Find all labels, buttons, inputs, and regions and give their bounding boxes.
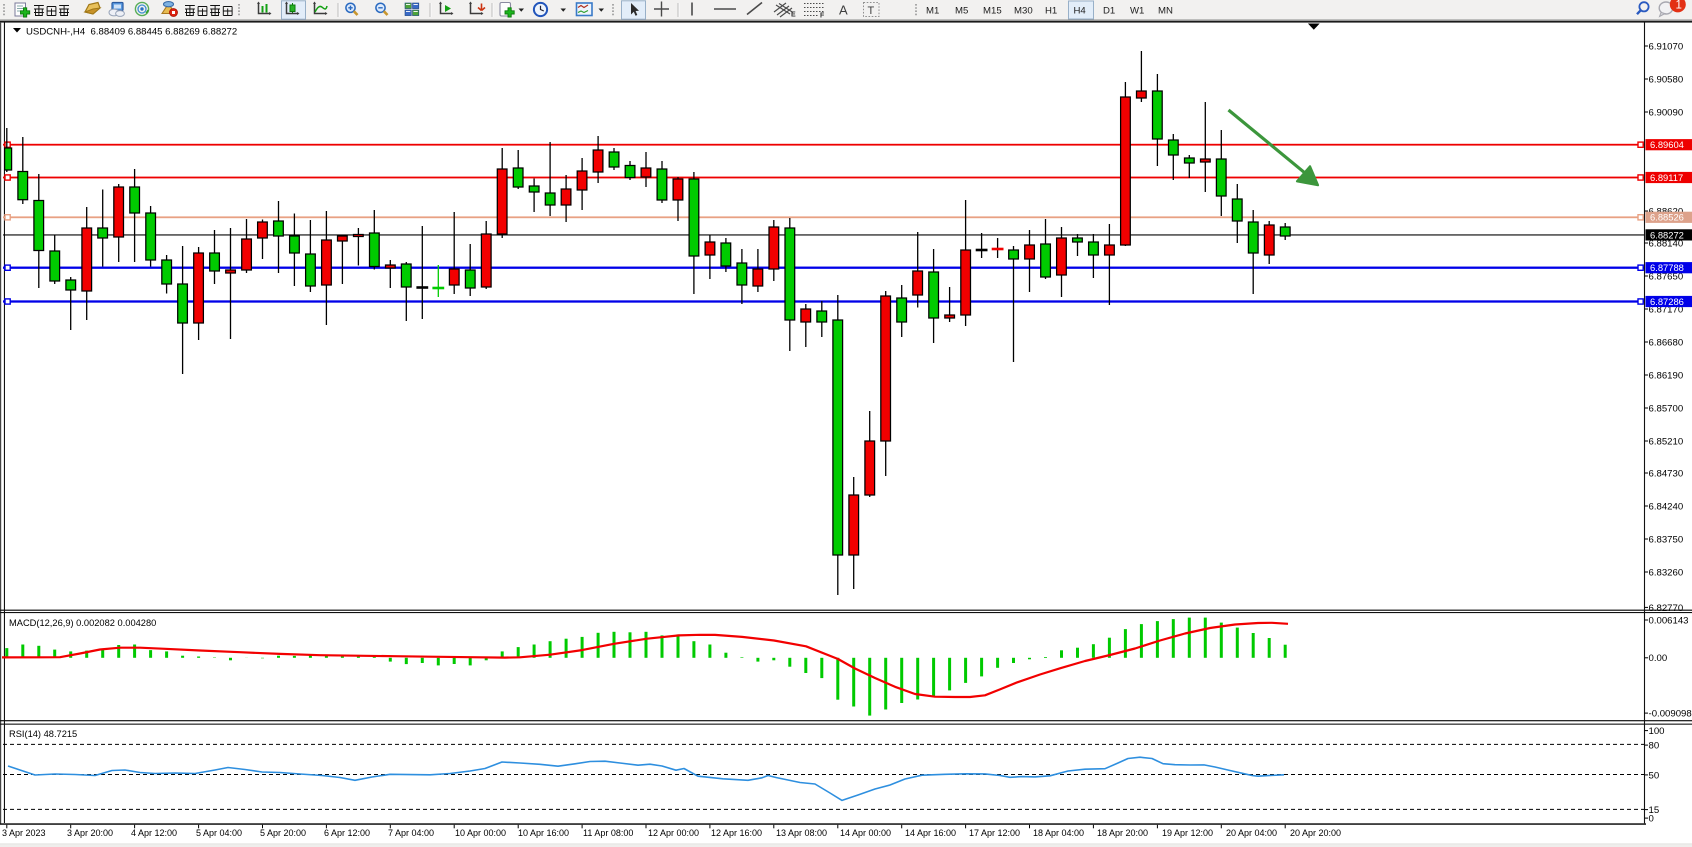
svg-text:6.87788: 6.87788 <box>1650 262 1684 273</box>
svg-text:0.006143: 0.006143 <box>1649 615 1689 626</box>
svg-text:M30: M30 <box>1014 6 1033 17</box>
svg-text:F: F <box>820 13 825 20</box>
svg-text:W1: W1 <box>1130 6 1144 17</box>
svg-text:M1: M1 <box>926 6 939 17</box>
svg-text:0: 0 <box>1649 814 1654 825</box>
svg-text:80: 80 <box>1649 741 1660 752</box>
svg-text:6.86190: 6.86190 <box>1649 370 1684 381</box>
svg-text:6.91070: 6.91070 <box>1649 41 1684 52</box>
svg-text:6.88140: 6.88140 <box>1649 238 1684 249</box>
svg-text:6.82770: 6.82770 <box>1649 603 1684 614</box>
svg-text:5 Apr 20:00: 5 Apr 20:00 <box>260 828 306 838</box>
svg-text:6.85700: 6.85700 <box>1649 403 1684 414</box>
svg-text:6.89117: 6.89117 <box>1650 172 1683 183</box>
svg-text:50: 50 <box>1649 770 1660 781</box>
svg-text:11 Apr 08:00: 11 Apr 08:00 <box>583 828 633 838</box>
svg-text:1: 1 <box>1676 0 1682 12</box>
svg-text:3 Apr 2023: 3 Apr 2023 <box>2 828 46 838</box>
svg-text:6.84730: 6.84730 <box>1649 468 1684 479</box>
svg-text:A: A <box>839 3 848 18</box>
svg-text:6.87650: 6.87650 <box>1649 271 1684 282</box>
svg-text:19 Apr 12:00: 19 Apr 12:00 <box>1162 828 1213 838</box>
svg-text:15: 15 <box>1649 805 1660 816</box>
svg-text:6 Apr 12:00: 6 Apr 12:00 <box>324 828 370 838</box>
svg-text:MACD(12,26,9) 0.002082 0.00428: MACD(12,26,9) 0.002082 0.004280 <box>9 618 156 628</box>
svg-text:20 Apr 04:00: 20 Apr 04:00 <box>1226 828 1277 838</box>
svg-text:D1: D1 <box>1103 6 1115 17</box>
svg-text:18 Apr 20:00: 18 Apr 20:00 <box>1097 828 1148 838</box>
svg-text:14 Apr 00:00: 14 Apr 00:00 <box>840 828 891 838</box>
svg-text:6.86680: 6.86680 <box>1649 337 1684 348</box>
svg-text:14 Apr 16:00: 14 Apr 16:00 <box>905 828 956 838</box>
svg-text:M15: M15 <box>983 6 1002 17</box>
svg-text:MN: MN <box>1158 6 1173 17</box>
svg-text:6.87170: 6.87170 <box>1649 304 1684 315</box>
svg-text:6.90090: 6.90090 <box>1649 107 1684 118</box>
svg-text:18 Apr 04:00: 18 Apr 04:00 <box>1033 828 1084 838</box>
svg-text:6.84240: 6.84240 <box>1649 501 1684 512</box>
svg-text:13 Apr 08:00: 13 Apr 08:00 <box>776 828 827 838</box>
svg-text:0.00: 0.00 <box>1649 653 1668 664</box>
svg-text:7 Apr 04:00: 7 Apr 04:00 <box>388 828 434 838</box>
svg-text:M5: M5 <box>955 6 968 17</box>
svg-text:10 Apr 00:00: 10 Apr 00:00 <box>455 828 506 838</box>
svg-text:6.87286: 6.87286 <box>1650 296 1684 307</box>
svg-text:6.89604: 6.89604 <box>1650 139 1684 150</box>
svg-text:6.83260: 6.83260 <box>1649 567 1684 578</box>
svg-text:6.85210: 6.85210 <box>1649 436 1684 447</box>
svg-text:17 Apr 12:00: 17 Apr 12:00 <box>969 828 1020 838</box>
svg-text:3 Apr 20:00: 3 Apr 20:00 <box>67 828 113 838</box>
svg-text:RSI(14) 48.7215: RSI(14) 48.7215 <box>9 729 77 739</box>
svg-text:H4: H4 <box>1074 6 1087 17</box>
svg-text:6.83750: 6.83750 <box>1649 534 1684 545</box>
svg-text:E: E <box>791 12 796 19</box>
svg-text:12 Apr 00:00: 12 Apr 00:00 <box>648 828 699 838</box>
svg-text:H1: H1 <box>1045 6 1057 17</box>
svg-text:5 Apr 04:00: 5 Apr 04:00 <box>196 828 242 838</box>
svg-text:100: 100 <box>1649 726 1665 737</box>
svg-text:20 Apr 20:00: 20 Apr 20:00 <box>1290 828 1341 838</box>
svg-text:10 Apr 16:00: 10 Apr 16:00 <box>518 828 569 838</box>
svg-text:USDCNH-,H4 6.88409 6.88445 6.: USDCNH-,H4 6.88409 6.88445 6.88269 6.882… <box>26 27 237 38</box>
svg-text:6.88272: 6.88272 <box>1650 229 1684 240</box>
svg-text:6.90580: 6.90580 <box>1649 74 1684 85</box>
svg-text:6.88526: 6.88526 <box>1650 212 1684 223</box>
svg-text:4 Apr 12:00: 4 Apr 12:00 <box>131 828 177 838</box>
svg-text:12 Apr 16:00: 12 Apr 16:00 <box>711 828 762 838</box>
svg-text:-0.009098: -0.009098 <box>1649 709 1692 720</box>
svg-text:T: T <box>868 5 875 17</box>
